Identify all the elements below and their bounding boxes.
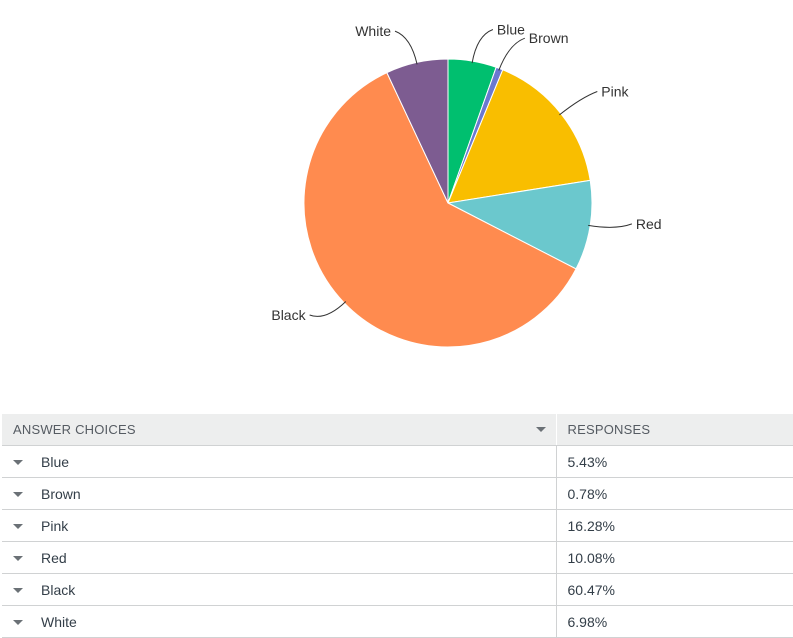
responses-header-label: RESPONSES xyxy=(567,422,651,437)
table-row: Black 60.47% xyxy=(2,573,793,606)
expand-caret-icon[interactable] xyxy=(13,588,23,594)
table-row: Red 10.08% xyxy=(2,541,793,574)
expand-caret-icon[interactable] xyxy=(13,492,23,498)
expand-caret-icon[interactable] xyxy=(13,620,23,626)
leader-line-pink xyxy=(559,91,598,116)
expand-caret-icon[interactable] xyxy=(13,460,23,466)
slice-label-brown: Brown xyxy=(529,30,569,46)
answer-choice-cell: Red xyxy=(2,541,556,574)
leader-line-black xyxy=(309,301,347,317)
slice-label-white: White xyxy=(355,23,391,39)
response-value: 6.98% xyxy=(555,605,793,638)
slice-label-pink: Pink xyxy=(601,84,629,100)
pie-chart: Blue Brown Pink Red Black White xyxy=(271,22,662,348)
slice-label-blue: Blue xyxy=(497,22,525,38)
answer-choice-label: Blue xyxy=(41,453,70,470)
answer-choice-cell: Pink xyxy=(2,509,556,542)
table-row: Pink 16.28% xyxy=(2,509,793,542)
answer-choices-header-label: ANSWER CHOICES xyxy=(13,422,136,437)
leader-line-brown xyxy=(498,37,525,71)
expand-caret-icon[interactable] xyxy=(13,556,23,562)
answer-choice-cell: Blue xyxy=(2,445,556,478)
response-value: 0.78% xyxy=(555,477,793,510)
responses-header: RESPONSES xyxy=(555,414,793,446)
answer-choice-cell: White xyxy=(2,605,556,638)
sort-caret-icon[interactable] xyxy=(535,427,546,432)
answer-choice-label: Red xyxy=(41,549,67,566)
table-row: Brown 0.78% xyxy=(2,477,793,510)
leader-line-white xyxy=(394,30,418,65)
response-value: 5.43% xyxy=(555,445,793,478)
table-row: White 6.98% xyxy=(2,605,793,638)
expand-caret-icon[interactable] xyxy=(13,524,23,530)
answer-choice-label: Brown xyxy=(41,485,81,502)
answer-choice-label: Pink xyxy=(41,517,69,534)
answer-choice-cell: Black xyxy=(2,573,556,606)
leader-line-blue xyxy=(471,29,494,64)
slice-label-red: Red xyxy=(636,216,662,232)
table-row: Blue 5.43% xyxy=(2,445,793,478)
answer-choice-cell: Brown xyxy=(2,477,556,510)
response-value: 60.47% xyxy=(555,573,793,606)
response-value: 16.28% xyxy=(555,509,793,542)
answer-choice-label: Black xyxy=(41,581,76,598)
answer-choices-header[interactable]: ANSWER CHOICES xyxy=(2,414,556,446)
answer-choice-label: White xyxy=(41,613,77,630)
response-value: 10.08% xyxy=(555,541,793,574)
leader-line-red xyxy=(588,223,633,228)
answer-choices-table: ANSWER CHOICES RESPONSES Blue 5.43% Brow… xyxy=(2,414,793,638)
slice-label-black: Black xyxy=(271,307,306,323)
table-header-row: ANSWER CHOICES RESPONSES xyxy=(2,414,793,446)
